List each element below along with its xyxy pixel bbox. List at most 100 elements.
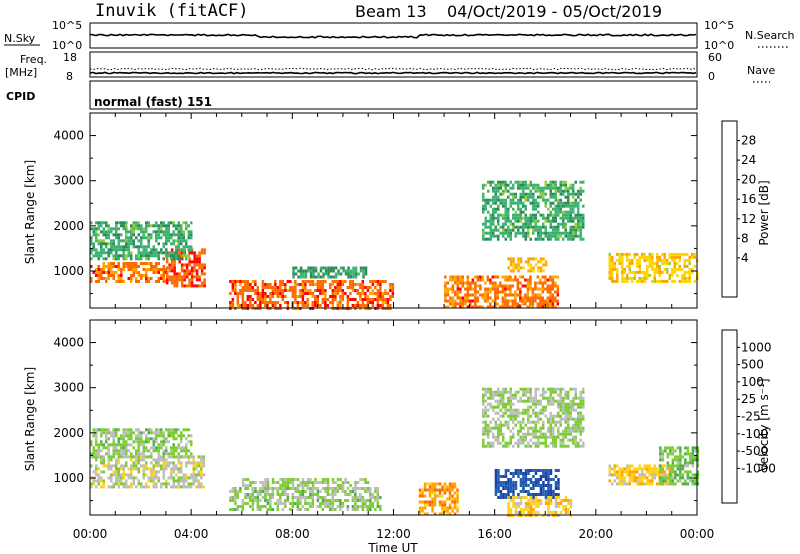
velocity-cell	[519, 420, 522, 424]
velocity-cell	[557, 405, 560, 409]
power-cell	[165, 227, 168, 231]
power-cell	[484, 296, 487, 300]
velocity-cell	[130, 470, 133, 474]
velocity-cell	[527, 469, 530, 472]
velocity-cell	[651, 473, 654, 477]
velocity-cell	[579, 444, 582, 448]
velocity-cell	[509, 438, 512, 442]
velocity-cell	[676, 458, 680, 462]
power-cell	[175, 275, 179, 279]
power-cell	[497, 216, 500, 220]
power-cell	[544, 299, 547, 303]
velocity-cell	[582, 414, 585, 418]
velocity-cell	[519, 508, 523, 511]
velocity-cell	[539, 441, 542, 445]
power-cell	[476, 296, 480, 300]
power-cell	[579, 219, 582, 223]
velocity-cell	[125, 428, 128, 432]
power-cell	[105, 277, 108, 280]
power-cell	[120, 233, 123, 237]
power-cell	[183, 269, 186, 273]
power-cell	[643, 255, 646, 259]
power-cell	[362, 272, 365, 276]
power-cell	[165, 278, 169, 282]
power-cell	[291, 286, 295, 289]
power-cell	[494, 201, 497, 205]
velocity-cell	[484, 390, 487, 394]
power-cell	[628, 264, 631, 268]
velocity-cell	[190, 434, 193, 438]
velocity-cell	[306, 487, 310, 490]
velocity-cell	[497, 387, 500, 391]
power-cell	[142, 251, 145, 255]
velocity-cell	[361, 505, 365, 508]
velocity-cell	[574, 444, 577, 448]
velocity-cell	[574, 426, 577, 430]
power-cell	[107, 236, 110, 240]
velocity-cell	[451, 494, 454, 498]
velocity-cell	[97, 473, 100, 477]
velocity-cell	[423, 488, 427, 492]
power-cell	[364, 304, 367, 307]
velocity-cell	[562, 402, 565, 406]
velocity-cell	[502, 487, 505, 490]
velocity-cell	[509, 490, 513, 493]
velocity-cell	[286, 478, 290, 481]
power-cell	[608, 273, 611, 277]
power-cell	[529, 213, 532, 217]
velocity-cell	[269, 493, 272, 496]
velocity-cell	[229, 496, 232, 499]
power-cell	[487, 198, 490, 202]
power-cell	[489, 216, 492, 220]
power-cell	[444, 299, 447, 303]
velocity-cell	[122, 470, 125, 474]
velocity-cell	[577, 441, 580, 445]
power-cell	[352, 272, 355, 276]
power-cell	[658, 279, 661, 283]
velocity-cell	[443, 503, 447, 507]
velocity-cell	[195, 476, 198, 480]
velocity-cell	[504, 481, 508, 484]
power-cell	[379, 289, 382, 292]
velocity-cell	[251, 496, 255, 499]
power-cell	[688, 273, 691, 277]
velocity-cell	[291, 499, 295, 502]
power-cell	[497, 183, 500, 187]
power-cell	[494, 299, 497, 303]
power-cell	[544, 219, 547, 223]
power-cell	[356, 283, 360, 286]
power-cell	[359, 304, 362, 307]
velocity-cell	[244, 484, 247, 487]
velocity-cell	[626, 482, 629, 486]
power-cell	[117, 274, 120, 277]
power-cell	[384, 298, 387, 301]
power-cell	[489, 219, 492, 223]
velocity-cell	[519, 490, 523, 493]
power-cell	[357, 272, 360, 276]
velocity-cell	[638, 464, 641, 468]
power-cell	[319, 286, 322, 289]
power-cell	[331, 298, 335, 301]
velocity-cell	[115, 470, 118, 474]
velocity-cell	[102, 443, 105, 447]
velocity-cell	[271, 487, 275, 490]
velocity-cell	[180, 455, 183, 459]
velocity-cell	[656, 482, 659, 486]
velocity-cell	[137, 431, 140, 435]
power-cell	[324, 298, 327, 301]
power-cell	[100, 221, 103, 225]
velocity-cell	[547, 387, 550, 391]
power-cell	[459, 278, 462, 282]
power-cell	[165, 281, 169, 285]
power-cell	[312, 266, 315, 270]
power-cell	[299, 295, 302, 298]
power-cell	[562, 183, 565, 187]
power-cell	[646, 276, 649, 280]
velocity-cell	[621, 467, 624, 471]
power-cell	[671, 270, 674, 274]
power-cell	[471, 287, 475, 291]
velocity-cell	[125, 461, 128, 465]
power-cell	[329, 301, 332, 304]
power-cell	[489, 180, 492, 184]
velocity-cell	[346, 487, 350, 490]
